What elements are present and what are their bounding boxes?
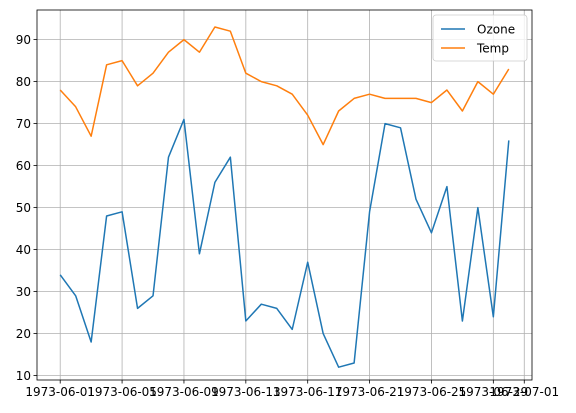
legend: Ozone Temp [432,14,528,62]
series-line-ozone [59,118,510,368]
y-axis: 10 20 30 40 50 60 70 80 90 [16,33,37,383]
x-tick-label: 1973-06-25 [397,385,467,399]
legend-box [432,14,528,62]
legend-label-temp: Temp [476,42,509,56]
y-tick-label: 50 [16,201,31,215]
x-tick-label: 1973-06-13 [211,385,281,399]
x-tick-label: 1973-06-29 [458,385,528,399]
y-tick-label: 10 [16,369,31,383]
y-tick-label: 60 [16,159,31,173]
plot-frame [36,9,533,381]
x-tick-label: 1973-07-01 [489,385,559,399]
grid-lines [37,10,532,380]
y-tick-label: 80 [16,75,31,89]
x-axis: 1973-06-011973-06-051973-06-091973-06-13… [25,380,559,399]
x-tick-label: 1973-06-01 [25,385,95,399]
legend-label-ozone: Ozone [477,23,515,37]
x-tick-label: 1973-06-09 [149,385,219,399]
y-tick-label: 90 [16,33,31,47]
series-lines [59,26,510,368]
y-tick-label: 70 [16,117,31,131]
y-tick-label: 40 [16,243,31,257]
y-tick-label: 20 [16,327,31,341]
x-tick-label: 1973-06-17 [273,385,343,399]
x-tick-label: 1973-06-05 [87,385,157,399]
x-tick-label: 1973-06-21 [335,385,405,399]
series-line-temp [59,26,510,146]
y-tick-label: 30 [16,285,31,299]
